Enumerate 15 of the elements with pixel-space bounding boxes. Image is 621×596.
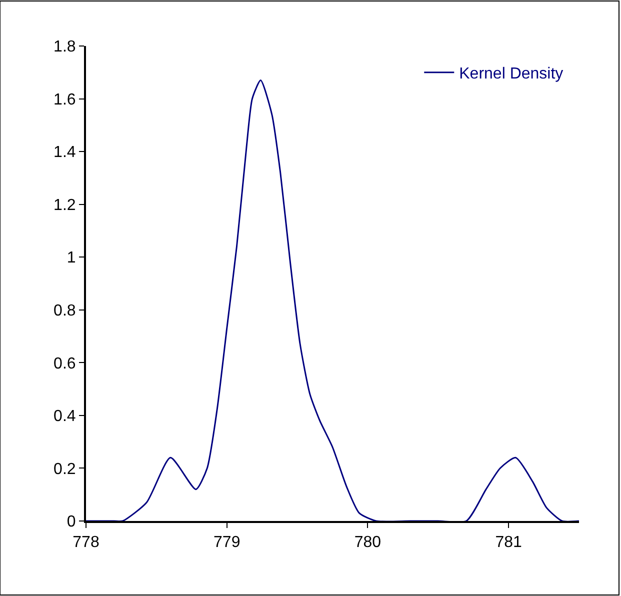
y-tick-label: 1.2	[54, 196, 76, 214]
y-tick-label: 0.2	[54, 460, 76, 478]
y-tick-label: 1.6	[54, 91, 76, 108]
y-tick-label: 1.8	[54, 38, 76, 56]
y-tick-label: 0.8	[54, 302, 76, 320]
y-tick-label: 0.6	[54, 355, 76, 372]
x-tick-label: 779	[214, 534, 240, 552]
y-tick-label: 1.4	[54, 144, 76, 162]
y-tick-label: 1	[66, 250, 76, 267]
y-tick-label: 0.4	[54, 408, 76, 426]
x-tick-label: 781	[495, 534, 522, 552]
legend-label: Kernel Density	[459, 66, 564, 83]
y-tick-label: 0	[66, 514, 76, 531]
x-tick-label: 780	[354, 534, 382, 552]
x-tick-label: 778	[72, 534, 100, 552]
